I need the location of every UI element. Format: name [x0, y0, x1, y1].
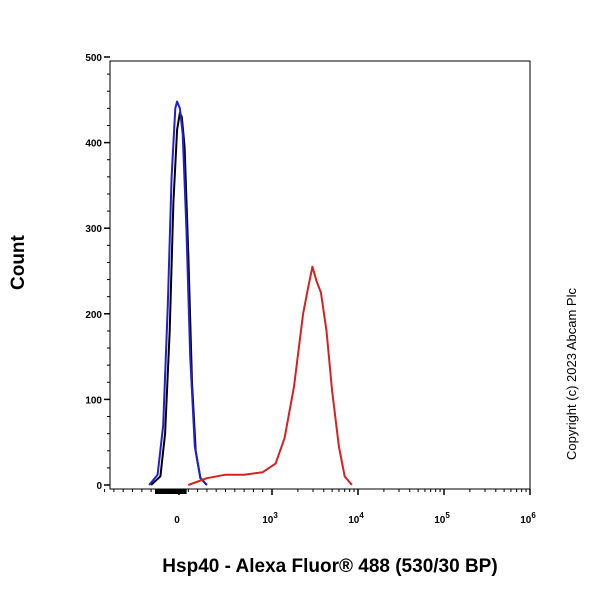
y-tick-label: 200 — [85, 310, 102, 321]
x-axis: 0 103 104 105 106 — [104, 489, 536, 526]
y-tick-label: 400 — [85, 139, 102, 150]
histogram-series-2 — [148, 100, 208, 486]
x-axis-label: Hsp40 - Alexa Fluor® 488 (530/30 BP) — [162, 556, 498, 577]
y-tick-label: 100 — [85, 395, 102, 406]
y-axis-label: Count — [8, 235, 29, 290]
copyright-notice: Copyright (c) 2023 Abcam Plc — [564, 288, 579, 460]
x-tick-label: 0 — [174, 515, 180, 526]
x-tick-label: 105 — [434, 511, 450, 526]
x-tick-label: 103 — [262, 511, 278, 526]
x-tick-label: 106 — [520, 511, 536, 526]
histogram-series — [148, 100, 353, 486]
y-tick-label: 300 — [85, 224, 102, 235]
y-tick-label: 0 — [96, 481, 102, 492]
histogram-series-1 — [150, 111, 208, 486]
x-tick-label: 104 — [348, 511, 364, 526]
histogram-series-3 — [187, 265, 353, 486]
plot-area — [109, 60, 531, 490]
y-tick-label: 500 — [85, 53, 102, 64]
y-axis: 0 100 200 300 400 500 — [85, 53, 110, 492]
